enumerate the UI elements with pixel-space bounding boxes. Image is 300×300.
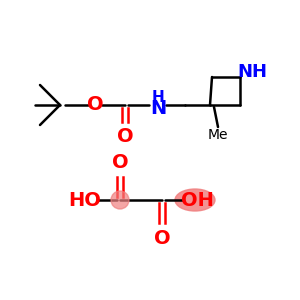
Text: N: N bbox=[150, 100, 166, 118]
Text: H: H bbox=[152, 89, 164, 104]
Text: HO: HO bbox=[69, 190, 101, 209]
Ellipse shape bbox=[111, 191, 129, 209]
Text: NH: NH bbox=[237, 63, 267, 81]
Text: OH: OH bbox=[181, 190, 213, 209]
Text: O: O bbox=[112, 152, 128, 172]
Text: O: O bbox=[154, 229, 170, 247]
Ellipse shape bbox=[175, 189, 215, 211]
Text: Me: Me bbox=[208, 128, 228, 142]
Text: O: O bbox=[87, 95, 103, 115]
Text: O: O bbox=[117, 128, 133, 146]
